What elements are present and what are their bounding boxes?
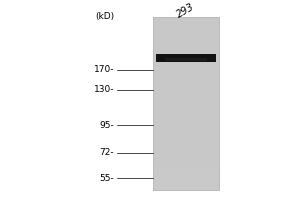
Bar xyxy=(153,103,219,108)
Bar xyxy=(153,51,219,56)
Text: 170-: 170- xyxy=(94,65,114,74)
Text: 72-: 72- xyxy=(99,148,114,157)
Bar xyxy=(165,58,207,61)
Bar xyxy=(153,112,219,116)
Bar xyxy=(153,64,219,69)
Bar xyxy=(153,30,219,34)
Bar xyxy=(153,164,219,168)
Text: 95-: 95- xyxy=(99,121,114,130)
Bar xyxy=(153,17,219,21)
Bar xyxy=(153,116,219,121)
FancyBboxPatch shape xyxy=(153,17,219,190)
Bar xyxy=(153,95,219,99)
Bar xyxy=(153,151,219,155)
Bar xyxy=(153,60,219,64)
Text: 293: 293 xyxy=(176,2,197,20)
Bar xyxy=(153,73,219,77)
Bar xyxy=(153,147,219,151)
Bar xyxy=(153,160,219,164)
Bar xyxy=(153,177,219,181)
Bar xyxy=(153,129,219,134)
Bar xyxy=(153,108,219,112)
Bar xyxy=(153,86,219,90)
Bar xyxy=(153,56,219,60)
Bar xyxy=(153,173,219,177)
Bar xyxy=(153,82,219,86)
Bar xyxy=(153,69,219,73)
Bar xyxy=(153,21,219,25)
Text: 130-: 130- xyxy=(94,85,114,94)
Bar xyxy=(153,25,219,30)
Bar xyxy=(153,38,219,43)
Bar xyxy=(156,54,216,62)
Bar xyxy=(153,125,219,129)
Bar xyxy=(153,186,219,190)
Bar xyxy=(153,90,219,95)
Bar xyxy=(153,138,219,142)
Bar xyxy=(153,77,219,82)
Bar xyxy=(153,99,219,103)
Text: 55-: 55- xyxy=(99,174,114,183)
Bar xyxy=(153,43,219,47)
Bar xyxy=(153,47,219,51)
Text: (kD): (kD) xyxy=(95,12,114,21)
Bar xyxy=(153,121,219,125)
Bar xyxy=(153,155,219,160)
Bar xyxy=(153,34,219,38)
Bar xyxy=(153,181,219,186)
Bar xyxy=(153,168,219,173)
Bar xyxy=(153,142,219,147)
Bar xyxy=(153,134,219,138)
